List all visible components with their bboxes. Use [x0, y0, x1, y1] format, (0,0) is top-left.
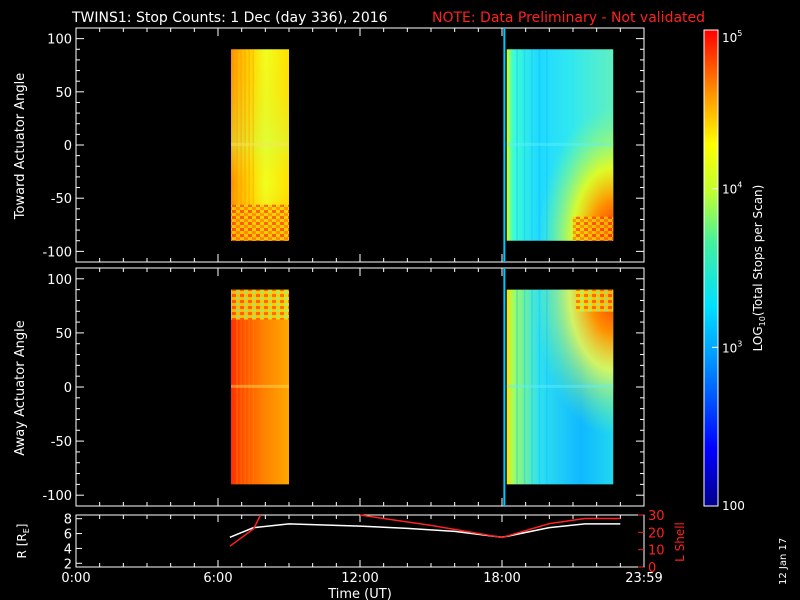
toward-streak — [240, 49, 242, 241]
x-tick-label: 0:00 — [61, 571, 90, 586]
toward-ylabel: Toward Actuator Angle — [13, 73, 28, 220]
toward-zero-band — [231, 142, 289, 146]
away-ytick-label: 0 — [64, 381, 72, 396]
toward-streak — [538, 49, 541, 241]
colorbar-tick-label: 104 — [722, 181, 742, 197]
orbit-right-ytick-label: 30 — [648, 509, 665, 524]
chart-title: TWINS1: Stop Counts: 1 Dec (day 336), 20… — [71, 10, 388, 26]
orbit-right-ytick-label: 10 — [648, 544, 665, 559]
colorbar-tick-label: 105 — [722, 29, 742, 45]
x-tick-label: 18:00 — [483, 571, 520, 586]
toward-zero-band — [506, 142, 614, 146]
toward-ytick-label: 0 — [64, 139, 72, 154]
away-saturated-edge — [575, 289, 614, 312]
away-streak — [538, 289, 541, 485]
toward-block-2-shading — [506, 49, 614, 241]
orbit-right-ylabel: L Shell — [673, 522, 687, 562]
away-streak — [240, 289, 242, 485]
away-ytick-label: -50 — [51, 435, 72, 450]
x-axis-title: Time (UT) — [327, 587, 392, 600]
away-streak — [248, 289, 250, 485]
lshell-line-2 — [359, 514, 621, 539]
toward-ytick-label: -100 — [42, 245, 72, 260]
orbit-left-ytick-label: 6 — [64, 528, 72, 543]
axes-layer: 100 50 0 -50 -100 100 50 0 -50 -100 — [42, 28, 645, 506]
colorbar: 105 104 103 100 LOG10(Total Stops per Scan) — [703, 29, 767, 513]
away-ytick-label: -100 — [42, 489, 72, 504]
away-streak — [546, 289, 548, 485]
toward-streak — [248, 49, 250, 241]
orbit-left-ylabel: R [RE] — [15, 524, 31, 559]
away-streak — [516, 289, 518, 485]
away-streak — [523, 289, 526, 485]
away-ytick-label: 50 — [55, 327, 72, 342]
colorbar-ticks: 105 104 103 100 — [712, 29, 745, 513]
x-tick-label: 6:00 — [203, 571, 232, 586]
away-ylabel: Away Actuator Angle — [13, 320, 28, 455]
colorbar-gradient — [703, 29, 719, 507]
heatmap-layer — [231, 28, 614, 506]
away-streak — [244, 289, 246, 485]
date-stamp: 12 Jan 17 — [778, 538, 789, 585]
radius-line — [229, 523, 621, 539]
away-block-2-shading — [506, 289, 614, 485]
colorbar-tick-label: 103 — [722, 339, 742, 355]
toward-streak — [236, 49, 238, 241]
orbit-left-ytick-label: 8 — [64, 513, 72, 528]
orbit-left-ytick-label: 4 — [64, 542, 72, 557]
colorbar-tick-label: 100 — [722, 499, 745, 513]
away-zero-band — [231, 384, 289, 388]
toward-streak — [516, 49, 518, 241]
orbit-right-ytick-label: 20 — [648, 526, 665, 541]
toward-ytick-label: 100 — [47, 33, 72, 48]
orbit-right-ytick-label: 0 — [648, 561, 656, 576]
toward-streak — [252, 49, 254, 241]
toward-ytick-label: -50 — [51, 192, 72, 207]
toward-saturated-edge — [572, 216, 614, 241]
away-zero-band — [506, 384, 614, 388]
away-streak — [531, 289, 533, 485]
toward-streak — [244, 49, 246, 241]
toward-streak — [531, 49, 533, 241]
away-ytick-label: 100 — [47, 273, 72, 288]
x-tick-label: 23:59 — [625, 571, 662, 586]
away-saturated-edge — [231, 289, 289, 320]
preliminary-note: NOTE: Data Preliminary - Not validated — [432, 10, 705, 26]
colorbar-label: LOG10(Total Stops per Scan) — [751, 185, 767, 352]
toward-streak — [523, 49, 526, 241]
away-streak — [252, 289, 254, 485]
toward-streak — [546, 49, 548, 241]
toward-saturated-edge — [231, 204, 289, 241]
away-streak — [236, 289, 238, 485]
away-block-1 — [231, 289, 289, 485]
lshell-line-1 — [229, 514, 262, 547]
orbit-left-ytick-label: 2 — [64, 557, 72, 572]
x-tick-label: 12:00 — [341, 571, 378, 586]
toward-ytick-label: 50 — [55, 86, 72, 101]
